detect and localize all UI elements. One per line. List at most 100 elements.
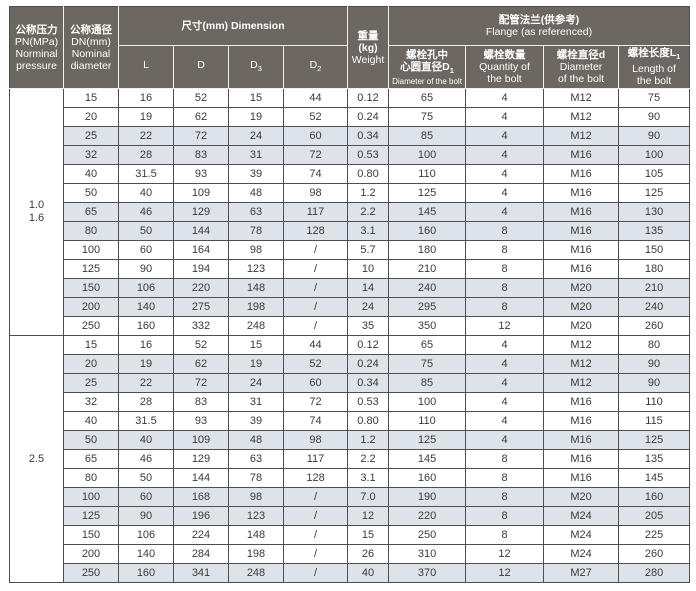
cell-d: 194: [173, 259, 229, 280]
header-diameter-zh: 公称通径: [70, 23, 112, 36]
cell-d1: 240: [388, 278, 467, 299]
cell-d3: 15: [228, 88, 284, 109]
cell-d3: 24: [228, 373, 284, 394]
header-flange-title-zh: 配管法兰(供参考): [498, 14, 580, 26]
cell-dn: 20: [63, 107, 119, 128]
cell-len: 90: [618, 373, 691, 394]
cell-d3: 24: [228, 126, 284, 147]
cell-d3: 31: [228, 392, 284, 413]
cell-dia: M16: [543, 430, 620, 451]
cell-l: 50: [118, 468, 174, 489]
cell-d3: 48: [228, 430, 284, 451]
cell-l: 46: [118, 449, 174, 470]
header-pressure-en1: Norminal: [15, 47, 58, 60]
cell-d2: 52: [282, 107, 349, 128]
cell-d2: 72: [282, 145, 349, 166]
cell-weight: 15: [347, 525, 390, 546]
cell-d3: 98: [228, 240, 284, 261]
cell-d2: 52: [282, 354, 349, 375]
cell-d3: 248: [228, 563, 284, 584]
cell-qty: 4: [465, 183, 545, 204]
cell-qty: 12: [465, 544, 545, 565]
cell-dia: M16: [543, 449, 620, 470]
cell-weight: 7.0: [347, 487, 390, 508]
cell-dn: 40: [63, 411, 119, 432]
cell-dia: M12: [543, 107, 620, 128]
cell-len: 150: [618, 240, 691, 261]
cell-weight: 0.53: [347, 145, 390, 166]
cell-len: 135: [618, 221, 691, 242]
cell-dn: 200: [63, 297, 119, 318]
table-row: 32 28 83 31 72 0.53 100 4 M16 100: [10, 145, 691, 166]
cell-l: 19: [118, 107, 174, 128]
cell-d3: 78: [228, 221, 284, 242]
cell-d2: 72: [282, 392, 349, 413]
cell-weight: 0.24: [347, 354, 390, 375]
cell-dn: 65: [63, 449, 119, 470]
cell-d1: 160: [388, 221, 467, 242]
header-col-bolt-diameter: 螺栓直径d Diameter of the bolt: [543, 44, 620, 90]
cell-dn: 150: [63, 278, 119, 299]
cell-d2: /: [282, 506, 349, 527]
cell-dia: M12: [543, 354, 620, 375]
cell-l: 19: [118, 354, 174, 375]
cell-d2: /: [282, 297, 349, 318]
cell-dn: 125: [63, 506, 119, 527]
cell-qty: 4: [465, 335, 545, 356]
cell-d: 220: [173, 278, 229, 299]
cell-weight: 40: [347, 563, 390, 584]
cell-weight: 0.34: [347, 126, 390, 147]
cell-dia: M12: [543, 88, 620, 109]
header-flange-group: 配管法兰(供参考) Flange (as referenced): [388, 6, 691, 46]
cell-len: 90: [618, 126, 691, 147]
cell-d: 83: [173, 145, 229, 166]
cell-d: 109: [173, 183, 229, 204]
cell-dn: 125: [63, 259, 119, 280]
cell-d: 196: [173, 506, 229, 527]
cell-weight: 0.12: [347, 335, 390, 356]
table-row: 65 46 129 63 117 2.2 145 8 M16 135: [10, 449, 691, 470]
cell-qty: 12: [465, 563, 545, 584]
cell-weight: 24: [347, 297, 390, 318]
cell-d3: 198: [228, 544, 284, 565]
pressure-cell: 1.0 1.6: [9, 88, 64, 337]
cell-dia: M16: [543, 240, 620, 261]
cell-weight: 2.2: [347, 202, 390, 223]
cell-d1: 125: [388, 430, 467, 451]
cell-d3: 48: [228, 183, 284, 204]
cell-d2: /: [282, 240, 349, 261]
cell-dia: M16: [543, 145, 620, 166]
cell-d: 72: [173, 373, 229, 394]
cell-dia: M20: [543, 297, 620, 318]
cell-l: 140: [118, 544, 174, 565]
header-col-L: L: [118, 44, 174, 90]
table-row: 80 50 144 78 128 3.1 160 8 M16 135: [10, 221, 691, 242]
cell-dn: 15: [63, 88, 119, 109]
cell-dia: M16: [543, 468, 620, 489]
cell-dn: 40: [63, 164, 119, 185]
header-weight-en: Weight: [351, 53, 385, 66]
cell-qty: 8: [465, 259, 545, 280]
cell-d3: 123: [228, 259, 284, 280]
cell-qty: 8: [465, 525, 545, 546]
cell-d2: 98: [282, 430, 349, 451]
cell-len: 105: [618, 164, 691, 185]
cell-len: 180: [618, 259, 691, 280]
cell-d1: 210: [388, 259, 467, 280]
cell-dn: 80: [63, 468, 119, 489]
table-body: 1.0 1.6 15 16 52 15 44 0.12 65 4 M12 75 20 19 62 19 52 0.…: [9, 88, 691, 584]
cell-d: 93: [173, 164, 229, 185]
cell-len: 130: [618, 202, 691, 223]
cell-dia: M16: [543, 221, 620, 242]
cell-d: 144: [173, 221, 229, 242]
cell-weight: 0.80: [347, 411, 390, 432]
cell-d3: 19: [228, 107, 284, 128]
cell-d1: 100: [388, 392, 467, 413]
cell-len: 260: [618, 316, 691, 337]
cell-len: 210: [618, 278, 691, 299]
cell-d: 109: [173, 430, 229, 451]
header-col-bolt-circle-diameter: 螺栓孔中 心圆直径D1 Diameter of the bolt: [388, 44, 467, 90]
cell-d3: 98: [228, 487, 284, 508]
cell-dia: M16: [543, 202, 620, 223]
